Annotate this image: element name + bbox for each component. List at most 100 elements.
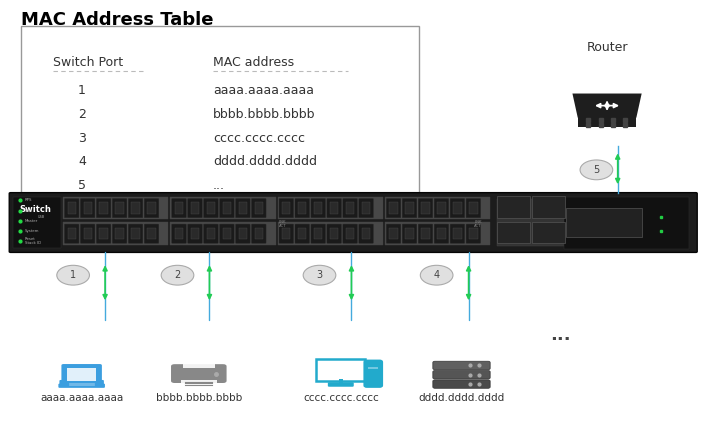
FancyBboxPatch shape bbox=[566, 208, 642, 237]
FancyBboxPatch shape bbox=[314, 203, 322, 214]
FancyBboxPatch shape bbox=[170, 222, 275, 245]
FancyBboxPatch shape bbox=[187, 224, 202, 243]
FancyBboxPatch shape bbox=[328, 382, 354, 387]
FancyBboxPatch shape bbox=[330, 228, 338, 239]
Text: 4: 4 bbox=[78, 155, 86, 169]
Text: Router: Router bbox=[586, 41, 628, 54]
FancyBboxPatch shape bbox=[172, 199, 186, 218]
FancyBboxPatch shape bbox=[389, 203, 398, 214]
Text: bbbb.bbbb.bbbb: bbbb.bbbb.bbbb bbox=[213, 108, 315, 121]
Text: 2: 2 bbox=[78, 108, 86, 121]
FancyBboxPatch shape bbox=[421, 228, 430, 239]
FancyBboxPatch shape bbox=[311, 224, 325, 243]
Text: aaaa.aaaa.aaaa: aaaa.aaaa.aaaa bbox=[40, 393, 124, 403]
FancyBboxPatch shape bbox=[207, 203, 215, 214]
FancyBboxPatch shape bbox=[359, 224, 373, 243]
FancyBboxPatch shape bbox=[175, 228, 183, 239]
FancyBboxPatch shape bbox=[99, 203, 108, 214]
FancyBboxPatch shape bbox=[314, 228, 322, 239]
FancyBboxPatch shape bbox=[21, 26, 419, 198]
FancyBboxPatch shape bbox=[67, 228, 76, 239]
FancyBboxPatch shape bbox=[498, 200, 578, 246]
FancyBboxPatch shape bbox=[97, 224, 111, 243]
FancyBboxPatch shape bbox=[433, 380, 490, 388]
Text: ...: ... bbox=[213, 179, 225, 192]
FancyBboxPatch shape bbox=[63, 222, 168, 245]
FancyBboxPatch shape bbox=[282, 203, 290, 214]
FancyBboxPatch shape bbox=[405, 203, 414, 214]
FancyBboxPatch shape bbox=[365, 361, 382, 387]
FancyBboxPatch shape bbox=[362, 228, 370, 239]
FancyBboxPatch shape bbox=[67, 203, 76, 214]
FancyBboxPatch shape bbox=[298, 203, 307, 214]
FancyBboxPatch shape bbox=[99, 228, 108, 239]
FancyBboxPatch shape bbox=[578, 117, 636, 127]
FancyBboxPatch shape bbox=[131, 228, 140, 239]
Circle shape bbox=[161, 265, 194, 285]
FancyBboxPatch shape bbox=[453, 228, 462, 239]
FancyBboxPatch shape bbox=[433, 371, 490, 379]
FancyBboxPatch shape bbox=[339, 378, 343, 384]
FancyBboxPatch shape bbox=[450, 199, 464, 218]
FancyBboxPatch shape bbox=[144, 224, 159, 243]
FancyBboxPatch shape bbox=[330, 203, 338, 214]
Text: bbbb.bbbb.bbbb: bbbb.bbbb.bbbb bbox=[155, 393, 242, 403]
FancyBboxPatch shape bbox=[251, 224, 266, 243]
FancyBboxPatch shape bbox=[182, 362, 215, 368]
FancyBboxPatch shape bbox=[175, 203, 183, 214]
FancyBboxPatch shape bbox=[421, 203, 430, 214]
FancyBboxPatch shape bbox=[207, 228, 215, 239]
FancyBboxPatch shape bbox=[187, 199, 202, 218]
FancyBboxPatch shape bbox=[278, 222, 383, 245]
Text: 4: 4 bbox=[434, 270, 439, 280]
FancyBboxPatch shape bbox=[466, 199, 481, 218]
FancyBboxPatch shape bbox=[343, 224, 357, 243]
FancyBboxPatch shape bbox=[144, 199, 159, 218]
FancyBboxPatch shape bbox=[282, 228, 290, 239]
FancyBboxPatch shape bbox=[239, 228, 247, 239]
FancyBboxPatch shape bbox=[239, 203, 247, 214]
FancyBboxPatch shape bbox=[346, 228, 354, 239]
Text: 5: 5 bbox=[78, 179, 86, 192]
FancyBboxPatch shape bbox=[116, 203, 124, 214]
FancyBboxPatch shape bbox=[278, 197, 383, 219]
FancyBboxPatch shape bbox=[368, 367, 378, 369]
FancyBboxPatch shape bbox=[385, 222, 490, 245]
Text: 3: 3 bbox=[317, 270, 322, 280]
FancyBboxPatch shape bbox=[131, 203, 140, 214]
FancyBboxPatch shape bbox=[191, 228, 199, 239]
FancyBboxPatch shape bbox=[498, 221, 530, 243]
FancyBboxPatch shape bbox=[564, 197, 689, 249]
Text: USB: USB bbox=[38, 215, 45, 219]
FancyBboxPatch shape bbox=[255, 228, 263, 239]
FancyBboxPatch shape bbox=[116, 228, 124, 239]
FancyBboxPatch shape bbox=[223, 228, 231, 239]
Text: System: System bbox=[25, 229, 39, 233]
FancyBboxPatch shape bbox=[219, 199, 234, 218]
FancyBboxPatch shape bbox=[65, 199, 79, 218]
FancyBboxPatch shape bbox=[204, 224, 218, 243]
Text: 1: 1 bbox=[78, 84, 86, 98]
Circle shape bbox=[303, 265, 336, 285]
FancyBboxPatch shape bbox=[13, 197, 61, 248]
FancyBboxPatch shape bbox=[359, 199, 373, 218]
FancyBboxPatch shape bbox=[327, 224, 342, 243]
FancyBboxPatch shape bbox=[67, 368, 97, 381]
FancyBboxPatch shape bbox=[386, 224, 401, 243]
FancyBboxPatch shape bbox=[450, 224, 464, 243]
FancyBboxPatch shape bbox=[219, 224, 234, 243]
FancyBboxPatch shape bbox=[255, 203, 263, 214]
FancyBboxPatch shape bbox=[191, 203, 199, 214]
FancyBboxPatch shape bbox=[295, 199, 310, 218]
FancyBboxPatch shape bbox=[343, 199, 357, 218]
FancyBboxPatch shape bbox=[435, 199, 449, 218]
FancyBboxPatch shape bbox=[385, 197, 490, 219]
FancyBboxPatch shape bbox=[84, 203, 92, 214]
FancyBboxPatch shape bbox=[279, 224, 293, 243]
FancyBboxPatch shape bbox=[97, 199, 111, 218]
FancyBboxPatch shape bbox=[405, 228, 414, 239]
FancyBboxPatch shape bbox=[311, 199, 325, 218]
Text: Master: Master bbox=[25, 219, 38, 223]
FancyBboxPatch shape bbox=[389, 228, 398, 239]
Text: cccc.cccc.cccc: cccc.cccc.cccc bbox=[213, 132, 305, 145]
